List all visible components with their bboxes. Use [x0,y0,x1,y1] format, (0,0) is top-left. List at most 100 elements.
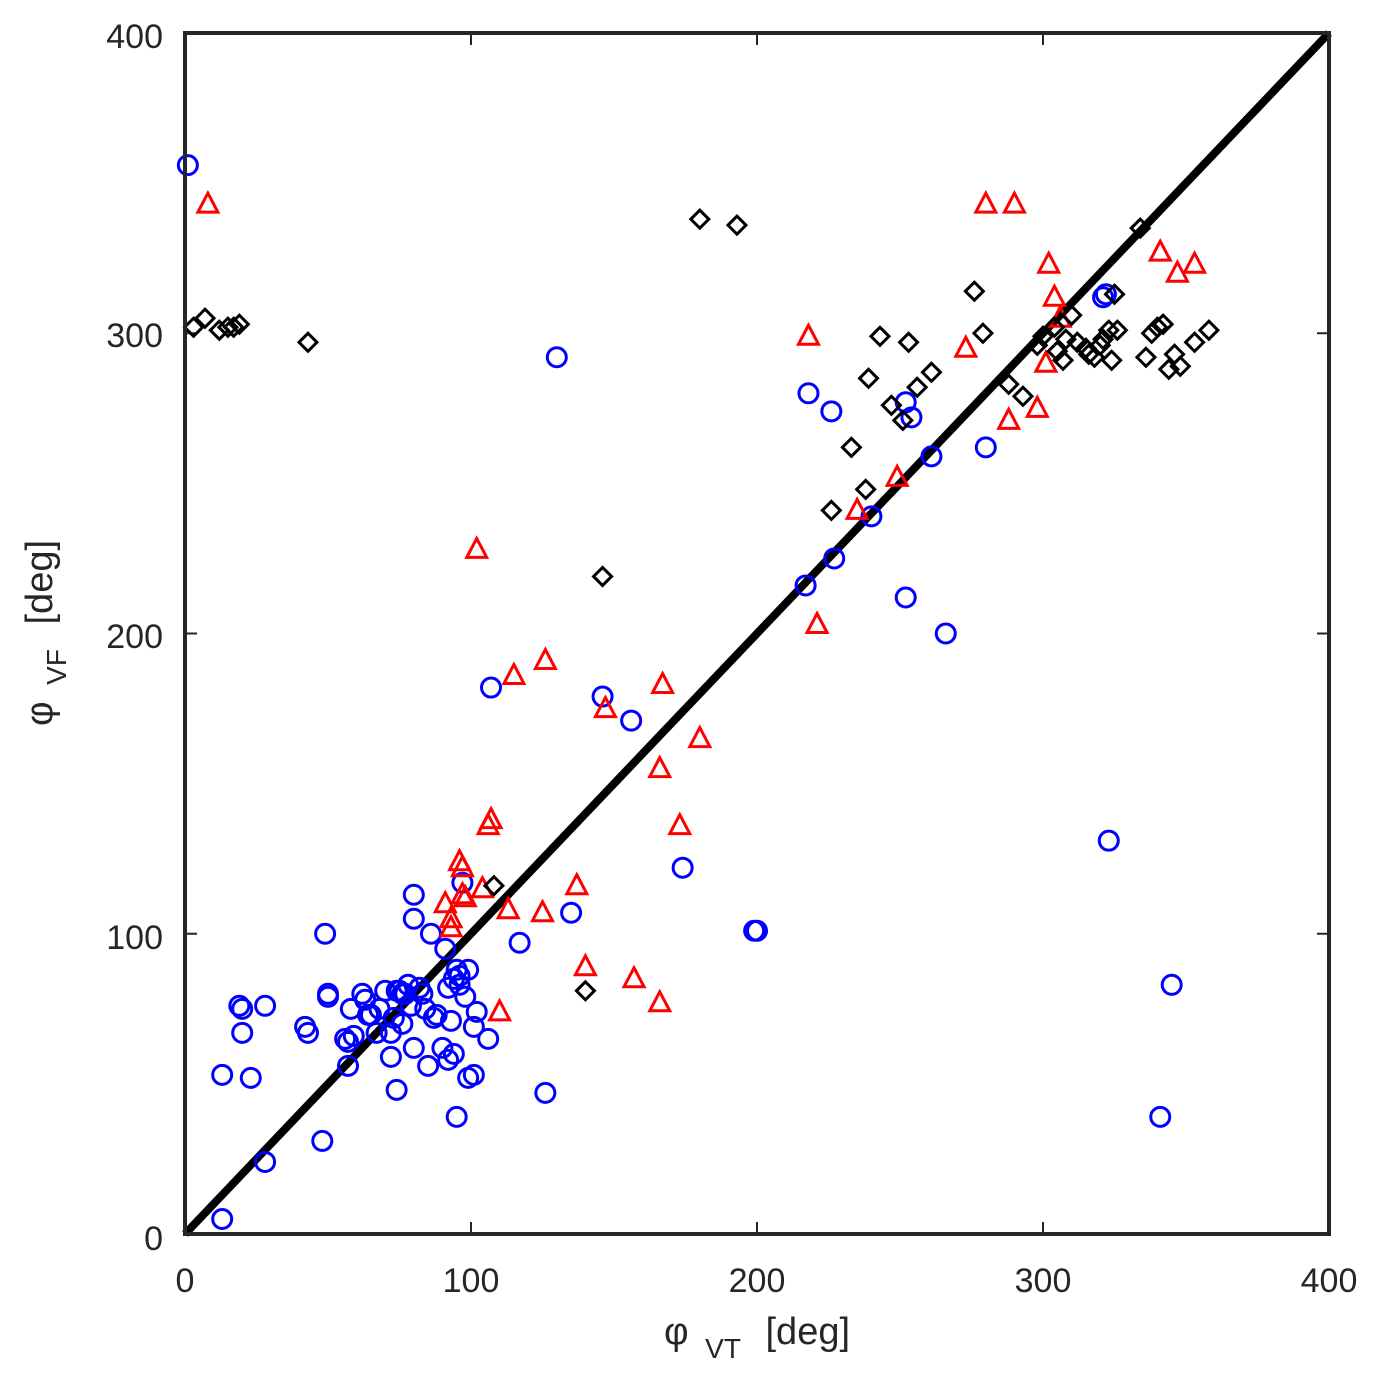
point-circles-19 [342,1024,365,1047]
point-triangles-29 [884,463,910,487]
point-triangles-2 [438,904,464,929]
point-circles-14 [317,982,339,1005]
point-circles-8 [254,1150,277,1173]
point-circles-51 [437,1048,460,1071]
point-circles-4 [231,1021,254,1044]
point-circles-73 [620,709,643,732]
point-circles-7 [254,994,277,1017]
point-circles-63 [462,1015,485,1038]
point-circles-77 [794,574,817,597]
y-tick-label-0: 0 [144,1220,163,1258]
x-tick-label-100: 100 [443,1262,500,1300]
point-circles-17 [337,1030,360,1053]
point-diamonds-1 [193,307,217,330]
y-axis-label-symbol: φ [19,701,61,726]
x-tick-label-200: 200 [729,1262,786,1300]
point-circles-87 [974,436,997,459]
point-diamonds-13 [840,436,863,459]
y-axis-label: φ VF [deg] [19,540,75,726]
x-axis-label: φ VT [deg] [664,1311,850,1367]
point-diamonds-45 [1140,322,1163,345]
point-circles-40 [402,883,425,906]
point-diamonds-18 [891,409,914,432]
point-diamonds-5 [228,313,251,336]
point-circles-81 [860,505,883,528]
y-tick-label-400: 400 [106,18,163,56]
point-diamonds-26 [1026,334,1049,357]
y-axis-label-unit: [deg] [19,540,61,625]
point-circles-48 [431,1036,454,1059]
point-diamonds-23 [971,322,995,345]
point-circles-90 [1097,829,1120,852]
point-circles-49 [434,937,457,960]
point-triangles-39 [1147,237,1173,262]
x-axis-label-symbol: φ [664,1311,689,1353]
point-diamonds-11 [725,214,749,237]
point-triangles-23 [650,670,676,695]
point-triangles-33 [996,406,1022,430]
point-circles-60 [454,985,477,1008]
point-circles-47 [425,1003,448,1026]
point-diamonds-32 [1060,304,1083,327]
point-circles-6 [239,1066,262,1089]
point-circles-71 [560,901,583,924]
point-diamonds-14 [854,478,877,501]
point-triangles-34 [1024,394,1050,418]
point-circles-39 [402,907,425,930]
point-triangles-22 [647,988,673,1013]
point-triangles-35 [1033,349,1059,373]
point-diamonds-27 [1031,325,1055,348]
point-circles-89 [1094,283,1117,306]
point-circles-65 [465,1000,488,1023]
point-triangles-0 [195,189,221,214]
point-circles-67 [480,676,503,699]
point-diamonds-21 [920,361,943,384]
point-triangles-28 [844,496,870,520]
point-circles-12 [314,922,337,945]
point-triangles-36 [1036,249,1062,274]
point-diamonds-19 [897,331,920,354]
y-tick-labels: 0 100 200 300 400 [106,18,163,1258]
point-diamonds-29 [1046,340,1069,363]
point-circles-1 [211,1207,234,1230]
point-triangles-20 [621,964,647,989]
point-circles-78 [797,382,820,405]
point-circles-35 [394,982,417,1005]
point-diamonds-46 [1146,316,1169,339]
point-circles-92 [1160,973,1183,996]
reference-line-y-equals-x [182,30,1332,1237]
point-triangles-7 [452,883,478,908]
series-circles [176,154,1183,1230]
point-diamonds-51 [1183,331,1206,354]
point-triangles-26 [795,322,821,346]
point-circles-3 [228,994,251,1017]
point-triangles-27 [804,610,830,634]
point-circles-42 [411,982,434,1005]
point-diamonds-35 [1077,343,1100,366]
point-circles-2 [211,1063,234,1086]
point-circles-10 [296,1021,319,1044]
point-diamonds-39 [1097,319,1120,342]
point-circles-91 [1149,1105,1172,1128]
point-triangles-3 [438,913,464,938]
point-circles-66 [477,1027,500,1050]
point-diamonds-12 [820,499,843,522]
point-diamonds-16 [868,325,892,348]
point-diamonds-33 [1066,331,1089,354]
point-diamonds-37 [1089,334,1112,357]
point-triangles-30 [953,334,979,358]
x-tick-label-0: 0 [176,1262,195,1300]
point-diamonds-50 [1169,355,1192,378]
point-circles-83 [894,586,917,609]
point-circles-84 [900,406,923,429]
point-diamonds-28 [1043,316,1066,339]
point-circles-52 [439,1009,462,1032]
point-circles-76 [746,919,768,942]
point-triangles-13 [495,895,521,920]
point-diamonds-24 [997,373,1020,396]
point-diamonds-30 [1051,349,1075,372]
point-circles-86 [934,622,957,645]
point-triangles-1 [432,889,458,914]
point-circles-79 [820,400,843,423]
